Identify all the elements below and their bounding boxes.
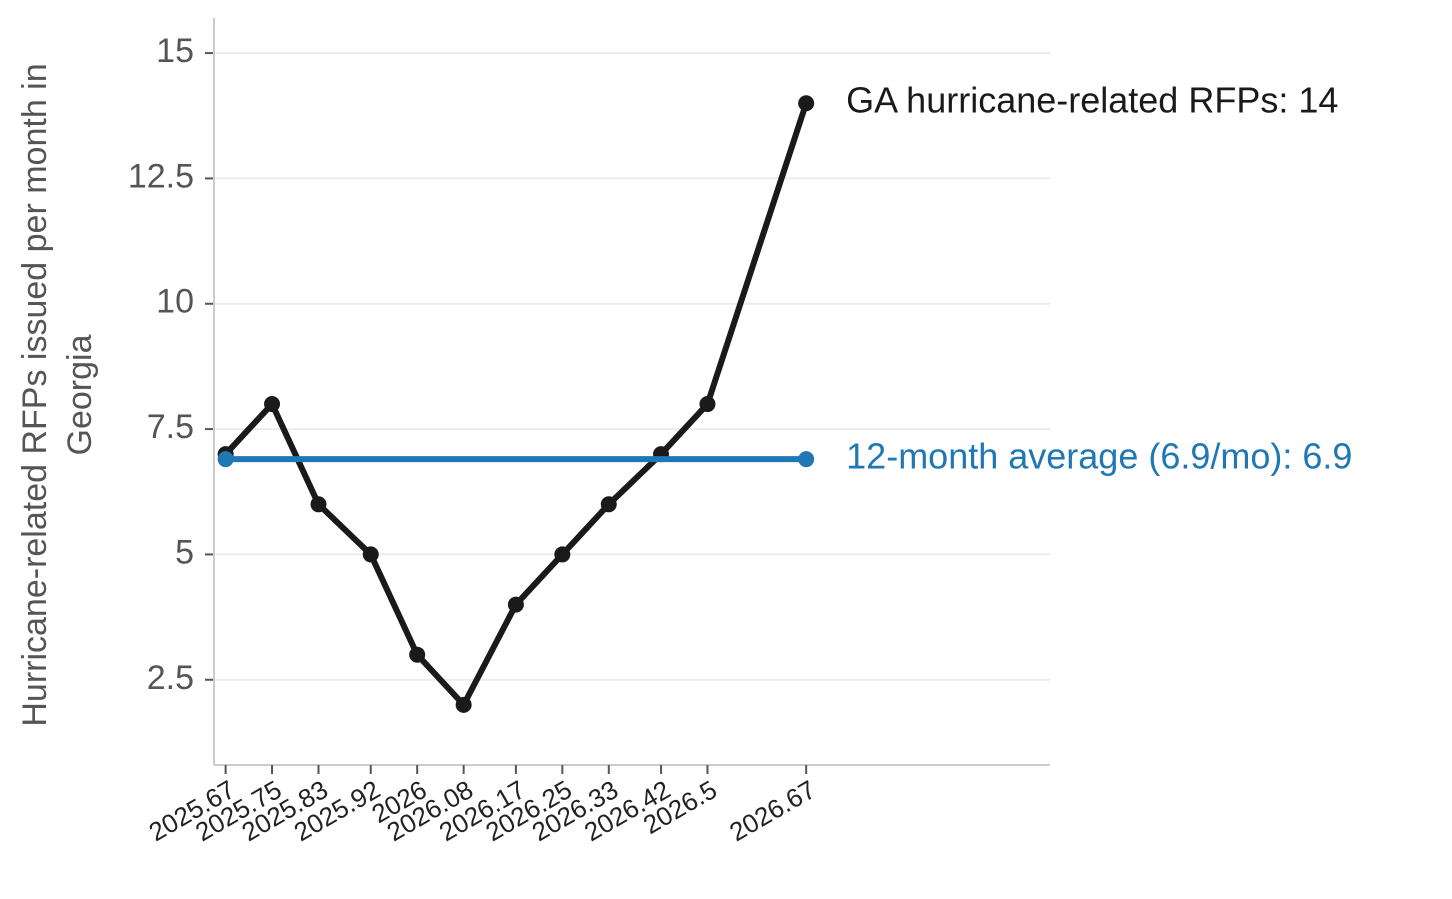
y-tick-label: 15 xyxy=(156,32,194,70)
point xyxy=(699,396,716,413)
series-line xyxy=(223,102,810,708)
point xyxy=(798,451,815,468)
y-axis-label-line: Hurricane-related RFPs issued per month … xyxy=(16,63,54,726)
y-tick-label: 7.5 xyxy=(147,408,194,446)
point xyxy=(798,95,815,112)
point xyxy=(507,596,524,613)
point xyxy=(217,451,234,468)
point xyxy=(455,696,472,713)
point xyxy=(362,546,379,563)
y-tick-label: 2.5 xyxy=(147,659,194,697)
x-tick-label: 2026.67 xyxy=(724,774,820,847)
point xyxy=(264,396,281,413)
point xyxy=(600,496,617,513)
end-label: GA hurricane-related RFPs: 14 xyxy=(846,80,1338,121)
y-tick-label: 10 xyxy=(156,283,194,321)
y-tick-label: 5 xyxy=(175,533,194,571)
end-label: 12-month average (6.9/mo): 6.9 xyxy=(846,436,1352,477)
point xyxy=(310,496,327,513)
y-axis-label: Hurricane-related RFPs issued per month … xyxy=(16,63,99,726)
point xyxy=(554,546,571,563)
y-axis-label-line: Georgia xyxy=(61,334,99,455)
point xyxy=(409,646,426,663)
y-tick-label: 12.5 xyxy=(128,157,194,195)
